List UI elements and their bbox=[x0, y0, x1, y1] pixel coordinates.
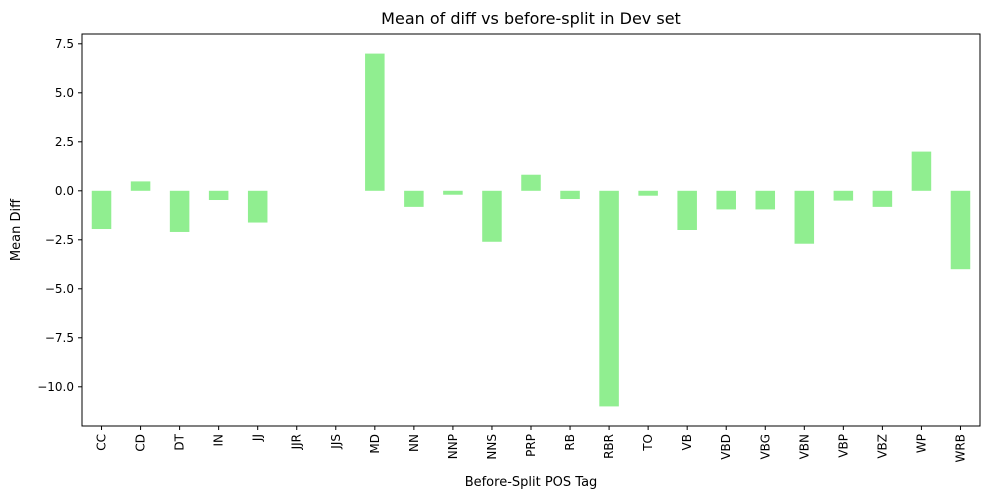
x-tick-label: NNP bbox=[446, 434, 460, 459]
bar-wp bbox=[911, 151, 932, 191]
y-tick-label: 2.5 bbox=[55, 135, 74, 149]
x-tick-label: PRP bbox=[524, 434, 538, 457]
x-tick-label: VBN bbox=[797, 434, 811, 459]
bar-nn bbox=[404, 190, 424, 207]
bar-md bbox=[365, 53, 385, 191]
x-tick-label: JJ bbox=[251, 434, 265, 442]
y-axis: 7.5 5.0 2.5 0.0 −2.5 −5.0 −7.5 −10.0 bbox=[37, 37, 82, 394]
bar-dt bbox=[169, 190, 190, 232]
bar-in bbox=[208, 190, 229, 201]
bar-vbz bbox=[872, 190, 893, 207]
y-tick-label: −10.0 bbox=[37, 380, 74, 394]
y-axis-label: Mean Diff bbox=[9, 198, 24, 261]
x-tick-label: WRB bbox=[953, 434, 967, 462]
bar-jj bbox=[247, 190, 268, 223]
x-tick-label: RB bbox=[563, 434, 577, 451]
x-tick-label: VBD bbox=[719, 434, 733, 460]
bar-wrb bbox=[950, 190, 971, 270]
x-tick-label: CD bbox=[134, 434, 148, 452]
x-tick-label: JJS bbox=[329, 434, 343, 450]
y-tick-label: −2.5 bbox=[45, 233, 74, 247]
x-tick-label: VB bbox=[680, 434, 694, 450]
x-tick-label: TO bbox=[641, 434, 655, 452]
x-tick-label: IN bbox=[212, 434, 226, 447]
x-tick-label: VBP bbox=[836, 434, 850, 458]
x-tick-label: VBZ bbox=[875, 434, 889, 459]
bar-nns bbox=[482, 190, 502, 242]
y-tick-label: −7.5 bbox=[45, 331, 74, 345]
y-tick-label: 7.5 bbox=[55, 37, 74, 51]
bar-vb bbox=[677, 190, 697, 230]
x-tick-label: NNS bbox=[485, 434, 499, 460]
x-tick-label: DT bbox=[173, 433, 187, 450]
bar-nnp bbox=[443, 190, 463, 195]
x-tick-label: RBR bbox=[602, 434, 616, 459]
bars bbox=[91, 53, 971, 407]
bar-vbd bbox=[716, 190, 736, 210]
bar-vbp bbox=[833, 190, 854, 201]
x-tick-label: WP bbox=[914, 434, 928, 453]
y-tick-label: −5.0 bbox=[45, 282, 74, 296]
x-tick-label: NN bbox=[407, 434, 421, 452]
bar-vbn bbox=[794, 190, 815, 244]
y-tick-label: 5.0 bbox=[55, 86, 74, 100]
bar-to bbox=[638, 190, 658, 196]
bar-cd bbox=[130, 181, 151, 191]
x-axis-label: Before-Split POS Tag bbox=[465, 475, 598, 490]
x-tick-label: CC bbox=[95, 434, 109, 451]
y-tick-label: 0.0 bbox=[55, 184, 74, 198]
x-axis: CC CD DT IN JJ JJR JJS MD NN NNP NNS PRP RB RBR TO VB VB… bbox=[95, 426, 967, 462]
bar-rb bbox=[560, 190, 580, 200]
chart-title: Mean of diff vs before-split in Dev set bbox=[381, 9, 681, 28]
x-tick-label: MD bbox=[368, 434, 382, 454]
x-tick-label: JJR bbox=[290, 434, 304, 450]
x-tick-label: VBG bbox=[758, 434, 772, 460]
bar-vbg bbox=[755, 190, 776, 210]
bar-prp bbox=[521, 174, 541, 191]
bar-rbr bbox=[599, 190, 619, 407]
bar-cc bbox=[91, 190, 112, 230]
plot-frame bbox=[81, 33, 981, 427]
